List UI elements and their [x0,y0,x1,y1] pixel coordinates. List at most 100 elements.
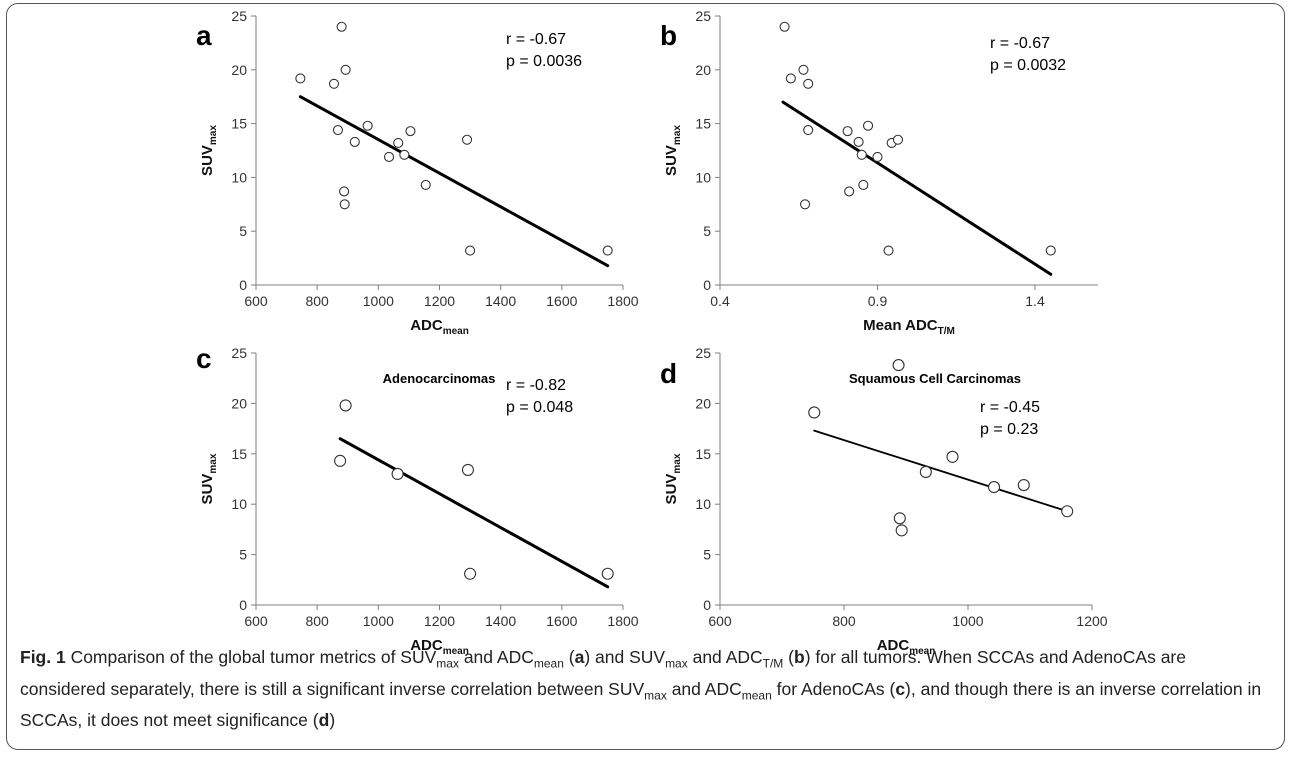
caption-text: b [794,647,805,667]
trendline [813,429,1069,513]
x-tick-label: 1400 [485,293,516,309]
data-point [336,21,347,32]
data-point [862,120,874,131]
y-tick-label: 15 [231,446,247,462]
stat-r: r = -0.82 [506,377,566,394]
data-point [1017,478,1030,492]
data-point [601,567,614,580]
x-tick-label: 1000 [363,293,394,309]
x-tick-label: 1200 [1076,613,1107,629]
caption-text: ) [329,710,336,730]
caption-text: ( [783,647,795,667]
x-tick-label: 1400 [485,613,516,629]
y-axis-label: SUVmax [199,125,219,176]
data-point [842,126,853,137]
figure-frame [6,3,1285,750]
data-point [362,120,373,131]
data-point [853,136,864,147]
y-tick-label: 10 [695,496,711,512]
data-point [895,524,908,537]
data-point [919,465,932,478]
panel-a: 0 5 10 15 20 25 600 800 1000 1200 1400 1600 1800 ADCm… [196,8,639,337]
data-point [339,186,350,197]
data-point [461,134,473,145]
data-point [295,73,306,84]
data-point [340,64,351,75]
y-tick-label: 25 [695,345,711,361]
panel-letter: b [660,20,677,51]
data-point [339,399,352,412]
caption-text: T/M [762,656,784,671]
data-point [399,149,410,160]
data-point [339,199,350,210]
data-point [799,199,811,210]
x-tick-label: 1.4 [1025,293,1045,309]
stat-r: r = -0.45 [980,399,1040,416]
caption-text: c [895,678,906,699]
x-tick-label: 1600 [546,293,577,309]
y-tick-label: 10 [695,169,711,185]
caption-text: and ADC [458,647,534,667]
y-tick-label: 15 [231,116,247,132]
data-point [892,359,905,372]
x-axis-label: ADCmean [410,637,469,657]
caption-text: ( [563,647,575,667]
x-tick-label: 1000 [952,613,983,629]
data-point [883,245,894,256]
data-point [844,186,855,197]
panel-letter: d [660,358,677,389]
caption-text: mean [741,688,772,702]
x-tick-label: 1200 [424,613,455,629]
data-point [393,137,404,149]
data-point [465,245,476,256]
caption-text: max [665,656,688,671]
y-tick-label: 5 [239,547,247,563]
x-tick-label: 0.9 [868,293,888,309]
y-tick-label: 0 [703,597,711,613]
panel-b: 0 5 10 15 20 25 0.4 0.9 1.4 Mean ADCT/M SUVmax b r =… [660,8,1098,337]
y-tick-label: 20 [695,62,711,78]
y-tick-label: 5 [239,223,247,239]
y-tick-label: 5 [703,223,711,239]
data-point [461,463,474,476]
panel-letter: c [196,343,212,374]
data-point [872,151,883,163]
stat-p: p = 0.0036 [506,53,582,70]
y-tick-label: 10 [231,496,247,512]
data-point [420,179,431,190]
y-axis-label: SUVmax [199,453,219,504]
y-tick-label: 20 [695,395,711,411]
caption-text: d [318,710,330,730]
data-point [798,64,809,75]
trendline [781,100,1053,276]
trendline [338,437,610,589]
y-tick-label: 10 [231,169,247,185]
x-tick-label: 1800 [607,613,638,629]
x-tick-label: 800 [305,293,329,309]
data-point [893,512,906,525]
y-tick-label: 20 [231,62,247,78]
y-tick-label: 0 [239,597,247,613]
stat-r: r = -0.67 [990,35,1050,52]
data-point [803,78,814,89]
x-tick-label: 1600 [546,613,577,629]
caption-text: and ADC [666,678,742,699]
stat-r: r = -0.67 [506,31,566,48]
data-point [892,134,904,145]
x-tick-label: 0.4 [710,293,730,309]
data-point [779,21,790,32]
caption-text: max [644,688,667,702]
y-tick-label: 25 [695,8,711,24]
panel-d: 0 5 10 15 20 25 600 800 1000 1200 ADCmean SUVmax d Sq… [660,345,1108,657]
data-point [987,481,1001,494]
x-axis-label: ADCmean [877,637,936,657]
caption-text: and ADC [687,647,763,667]
trendline [298,95,610,268]
x-tick-label: 800 [305,613,329,629]
x-axis-label: ADCmean [410,317,469,337]
stat-p: p = 0.0032 [990,57,1066,74]
data-point [1061,505,1074,518]
figure-caption: Fig. 1 Comparison of the global tumor me… [20,645,1270,733]
x-tick-label: 1000 [363,613,394,629]
data-point [602,245,613,256]
